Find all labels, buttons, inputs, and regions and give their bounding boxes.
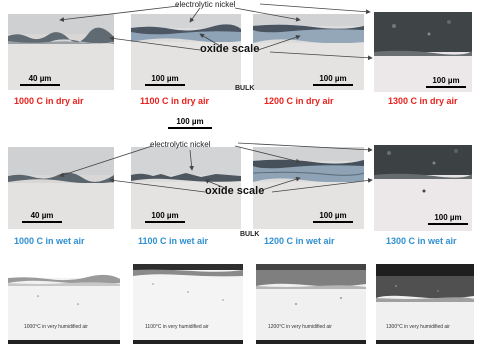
caption-r1-2: 1100 C in dry air	[140, 96, 210, 106]
micrograph-1000c-wet: 40 µm	[8, 147, 114, 229]
sem-image-1100c: 1100°C in very humidified air	[133, 264, 243, 344]
scalebar-r2-4: 100 µm	[428, 213, 468, 225]
sem-info-bar	[256, 340, 366, 344]
micrograph-1000c-dry: 40 µm	[8, 14, 114, 90]
micrograph-1300c-wet: 100 µm	[374, 145, 472, 231]
sem-image-1300c: 1300°C in very humidified air	[376, 264, 474, 344]
sem-info-bar	[133, 340, 243, 344]
caption-r1-1: 1000 C in dry air	[14, 96, 84, 106]
scalebar-r1-4: 100 µm	[426, 76, 466, 88]
sem-caption-1000c: 1000°C in very humidified air	[24, 324, 88, 330]
scalebar-r1-1: 40 µm	[20, 74, 60, 86]
oxide-scale-label-r1: oxide scale	[200, 43, 260, 55]
micrograph-1300c-dry: 100 µm	[374, 12, 472, 92]
micrograph-1200c-dry: 100 µm	[253, 14, 364, 90]
sem-info-bar	[376, 340, 474, 344]
caption-r2-3: 1200 C in wet air	[264, 236, 335, 246]
caption-r2-1: 1000 C in wet air	[14, 236, 85, 246]
caption-r1-4: 1300 C in dry air	[388, 96, 458, 106]
scalebar-r2-2: 100 µm	[145, 211, 185, 223]
sem-caption-1100c: 1100°C in very humidified air	[145, 324, 209, 330]
scalebar-r1-3: 100 µm	[313, 74, 353, 86]
sem-image-1000c: 1000°C in very humidified air	[8, 264, 120, 344]
sem-caption-1300c: 1300°C in very humidified air	[386, 324, 450, 330]
micrograph-1200c-wet: 100 µm	[253, 147, 364, 229]
scalebar-r1-2: 100 µm	[145, 74, 185, 86]
bulk-label-r1: BULK	[235, 85, 255, 92]
sem-caption-1200c: 1200°C in very humidified air	[268, 324, 332, 330]
oxide-scale-label-r2: oxide scale	[205, 185, 265, 197]
scalebar-r2-3: 100 µm	[313, 211, 353, 223]
scalebar-r2-1: 40 µm	[22, 211, 62, 223]
caption-r2-2: 1100 C in wet air	[138, 236, 209, 246]
scalebar-middle: 100 µm	[168, 117, 212, 129]
caption-r1-3: 1200 C in dry air	[264, 96, 334, 106]
electrolytic-nickel-label-r2: electrolytic nickel	[150, 140, 211, 149]
sem-info-bar	[8, 340, 120, 344]
sem-image-1200c: 1200°C in very humidified air	[256, 264, 366, 344]
electrolytic-nickel-label-r1: electrolytic nickel	[175, 0, 236, 9]
caption-r2-4: 1300 C in wet air	[386, 236, 457, 246]
bulk-label-r2: BULK	[240, 231, 260, 238]
